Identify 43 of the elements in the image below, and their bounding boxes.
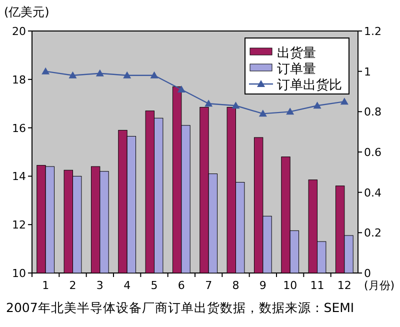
x-axis-title: (月份): [364, 279, 395, 292]
point: [232, 102, 240, 109]
point: [177, 85, 186, 92]
y2-tick-label: 1: [364, 65, 371, 78]
y2-tick-label: 1.2: [364, 25, 382, 38]
y-tick-label: 18: [12, 73, 26, 86]
point: [150, 71, 158, 78]
legend-label: 订单出货比: [277, 78, 342, 93]
x-tick-label: 6: [178, 279, 185, 292]
y-tick-label: 14: [12, 170, 26, 184]
x-tick-label: 9: [259, 279, 266, 292]
y-tick-label: 12: [12, 218, 26, 232]
point: [313, 102, 322, 109]
x-tick-label: 7: [205, 279, 212, 292]
text: 2007年北美半导体设备厂商订单出货数据，数据来源：SEMI: [6, 300, 354, 315]
x-tick-label: 5: [150, 279, 158, 292]
point: [96, 69, 104, 76]
x-tick-label: 10: [283, 279, 298, 292]
x-tick-label: 11: [310, 279, 324, 292]
x-tick-label: 8: [232, 279, 240, 292]
point: [258, 110, 267, 117]
x-tick-label: 1: [42, 279, 50, 292]
y2-tick-label: 0.6: [364, 146, 382, 159]
legend-label: 订单量: [277, 62, 316, 77]
x-tick-label: 3: [96, 279, 104, 292]
y2-tick-label: 0.8: [364, 106, 382, 119]
point: [68, 71, 77, 78]
point: [340, 98, 348, 105]
y-tick-label: 10: [12, 267, 26, 280]
point: [204, 100, 213, 107]
y2-tick-label: 0.4: [364, 186, 382, 200]
x-tick-label: 2: [69, 279, 76, 292]
x-tick-label: 12: [337, 279, 352, 292]
y2-tick-label: 0.2: [364, 226, 382, 240]
point: [42, 67, 50, 74]
legend-label: 出货量: [277, 46, 316, 61]
point: [123, 71, 132, 78]
x-tick-label: 4: [124, 279, 131, 292]
y-tick-label: 16: [12, 122, 26, 135]
point: [286, 108, 294, 115]
y-axis-title: (亿美元): [4, 5, 50, 19]
y2-tick-label: 0: [364, 267, 371, 280]
y-tick-label: 20: [12, 25, 26, 38]
